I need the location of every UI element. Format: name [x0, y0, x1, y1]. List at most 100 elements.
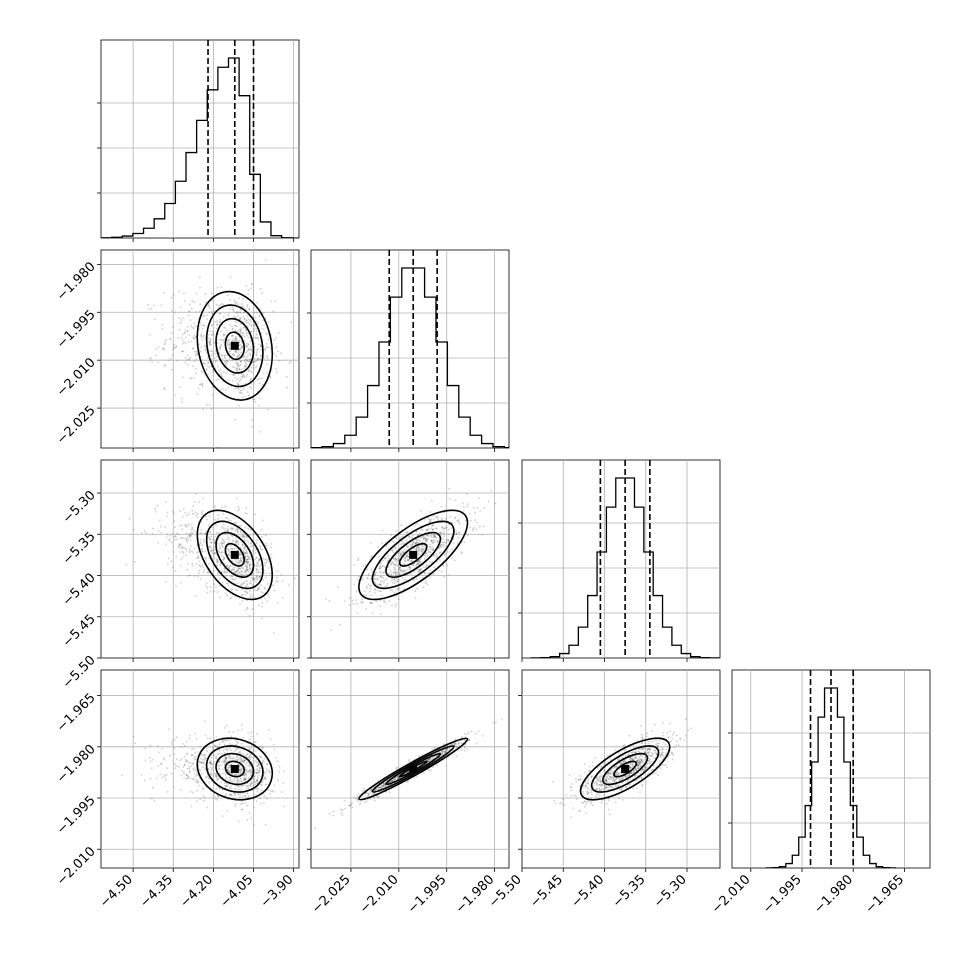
- sample-point: [223, 541, 226, 543]
- sample-point: [256, 782, 259, 785]
- sample-point: [168, 359, 171, 361]
- sample-point: [239, 378, 242, 381]
- sample-point: [376, 578, 379, 581]
- sample-point: [221, 353, 224, 356]
- sample-point: [464, 747, 466, 749]
- sample-point: [442, 538, 444, 540]
- sample-point: [252, 547, 255, 550]
- sample-point: [181, 350, 184, 353]
- sample-point: [362, 790, 364, 792]
- sample-point: [241, 785, 243, 787]
- sample-point: [238, 796, 241, 799]
- sample-point: [466, 534, 469, 536]
- sample-point: [216, 446, 219, 448]
- sample-point: [632, 759, 635, 761]
- sample-point: [381, 564, 384, 567]
- sample-point: [253, 793, 256, 796]
- sample-point: [235, 351, 237, 353]
- sample-point: [250, 378, 252, 380]
- sample-point: [380, 787, 382, 790]
- sample-point: [408, 566, 410, 569]
- sample-point: [366, 577, 369, 580]
- sample-point: [261, 781, 264, 783]
- sample-point: [407, 559, 409, 562]
- sample-point: [448, 487, 450, 490]
- sample-point: [187, 354, 189, 357]
- sample-point: [246, 753, 248, 756]
- sample-point: [642, 738, 644, 740]
- sample-point: [257, 604, 260, 607]
- sample-point: [282, 782, 285, 784]
- sample-point: [199, 745, 202, 748]
- sample-point: [235, 773, 238, 776]
- sample-point: [192, 327, 195, 329]
- sample-point: [249, 765, 251, 768]
- sample-point: [269, 347, 272, 350]
- sample-point: [164, 363, 167, 366]
- sample-point: [222, 371, 225, 374]
- sample-point: [229, 299, 232, 301]
- sample-point: [242, 534, 245, 537]
- sample-point: [241, 600, 244, 603]
- sample-point: [234, 588, 237, 591]
- sample-point: [249, 754, 252, 756]
- sample-point: [384, 785, 387, 788]
- sample-point: [432, 534, 435, 536]
- sample-point: [239, 772, 242, 775]
- sample-point: [228, 347, 231, 350]
- sample-point: [248, 564, 251, 567]
- sample-point: [264, 777, 267, 779]
- sample-point: [237, 383, 240, 386]
- sample-point: [241, 770, 244, 773]
- sample-point: [247, 321, 250, 324]
- sample-point: [218, 312, 221, 315]
- sample-point: [387, 559, 389, 562]
- sample-point: [371, 602, 373, 604]
- sample-point: [609, 776, 612, 778]
- sample-point: [245, 560, 248, 563]
- sample-point: [249, 287, 252, 290]
- sample-point: [432, 572, 435, 575]
- sample-point: [251, 584, 254, 587]
- sample-point: [222, 512, 224, 515]
- sample-point: [432, 541, 435, 544]
- sample-point: [395, 530, 397, 533]
- sample-point: [205, 556, 208, 559]
- sample-point: [422, 537, 425, 539]
- sample-point: [632, 771, 635, 774]
- sample-point: [143, 529, 146, 532]
- sample-point: [255, 740, 257, 743]
- histogram-panel-2: [518, 459, 721, 662]
- sample-point: [404, 557, 407, 559]
- sample-point: [382, 577, 385, 579]
- sample-point: [398, 573, 401, 575]
- sample-point: [360, 600, 363, 603]
- sample-point: [402, 550, 405, 553]
- sample-point: [186, 777, 188, 780]
- sample-point: [263, 324, 265, 327]
- sample-point: [355, 795, 358, 798]
- sample-point: [384, 557, 387, 560]
- sample-point: [264, 347, 266, 350]
- sample-point: [240, 758, 243, 761]
- sample-point: [185, 336, 187, 339]
- sample-point: [209, 531, 212, 534]
- sample-point: [217, 764, 220, 767]
- sample-point: [208, 333, 211, 336]
- sample-point: [239, 344, 242, 346]
- sample-point: [234, 387, 236, 390]
- sample-point: [270, 790, 272, 793]
- sample-point: [253, 577, 256, 579]
- y-tick-label: −1.965: [54, 691, 99, 736]
- sample-point: [236, 569, 238, 572]
- y-tick-label: −1.995: [54, 307, 99, 352]
- sample-point: [148, 308, 150, 310]
- sample-point: [640, 758, 643, 761]
- sample-point: [246, 359, 249, 361]
- sample-point: [189, 535, 192, 537]
- sample-point: [240, 757, 242, 759]
- sample-point: [374, 789, 377, 791]
- sample-point: [224, 761, 227, 763]
- sample-point: [221, 537, 224, 540]
- sample-point: [418, 755, 420, 757]
